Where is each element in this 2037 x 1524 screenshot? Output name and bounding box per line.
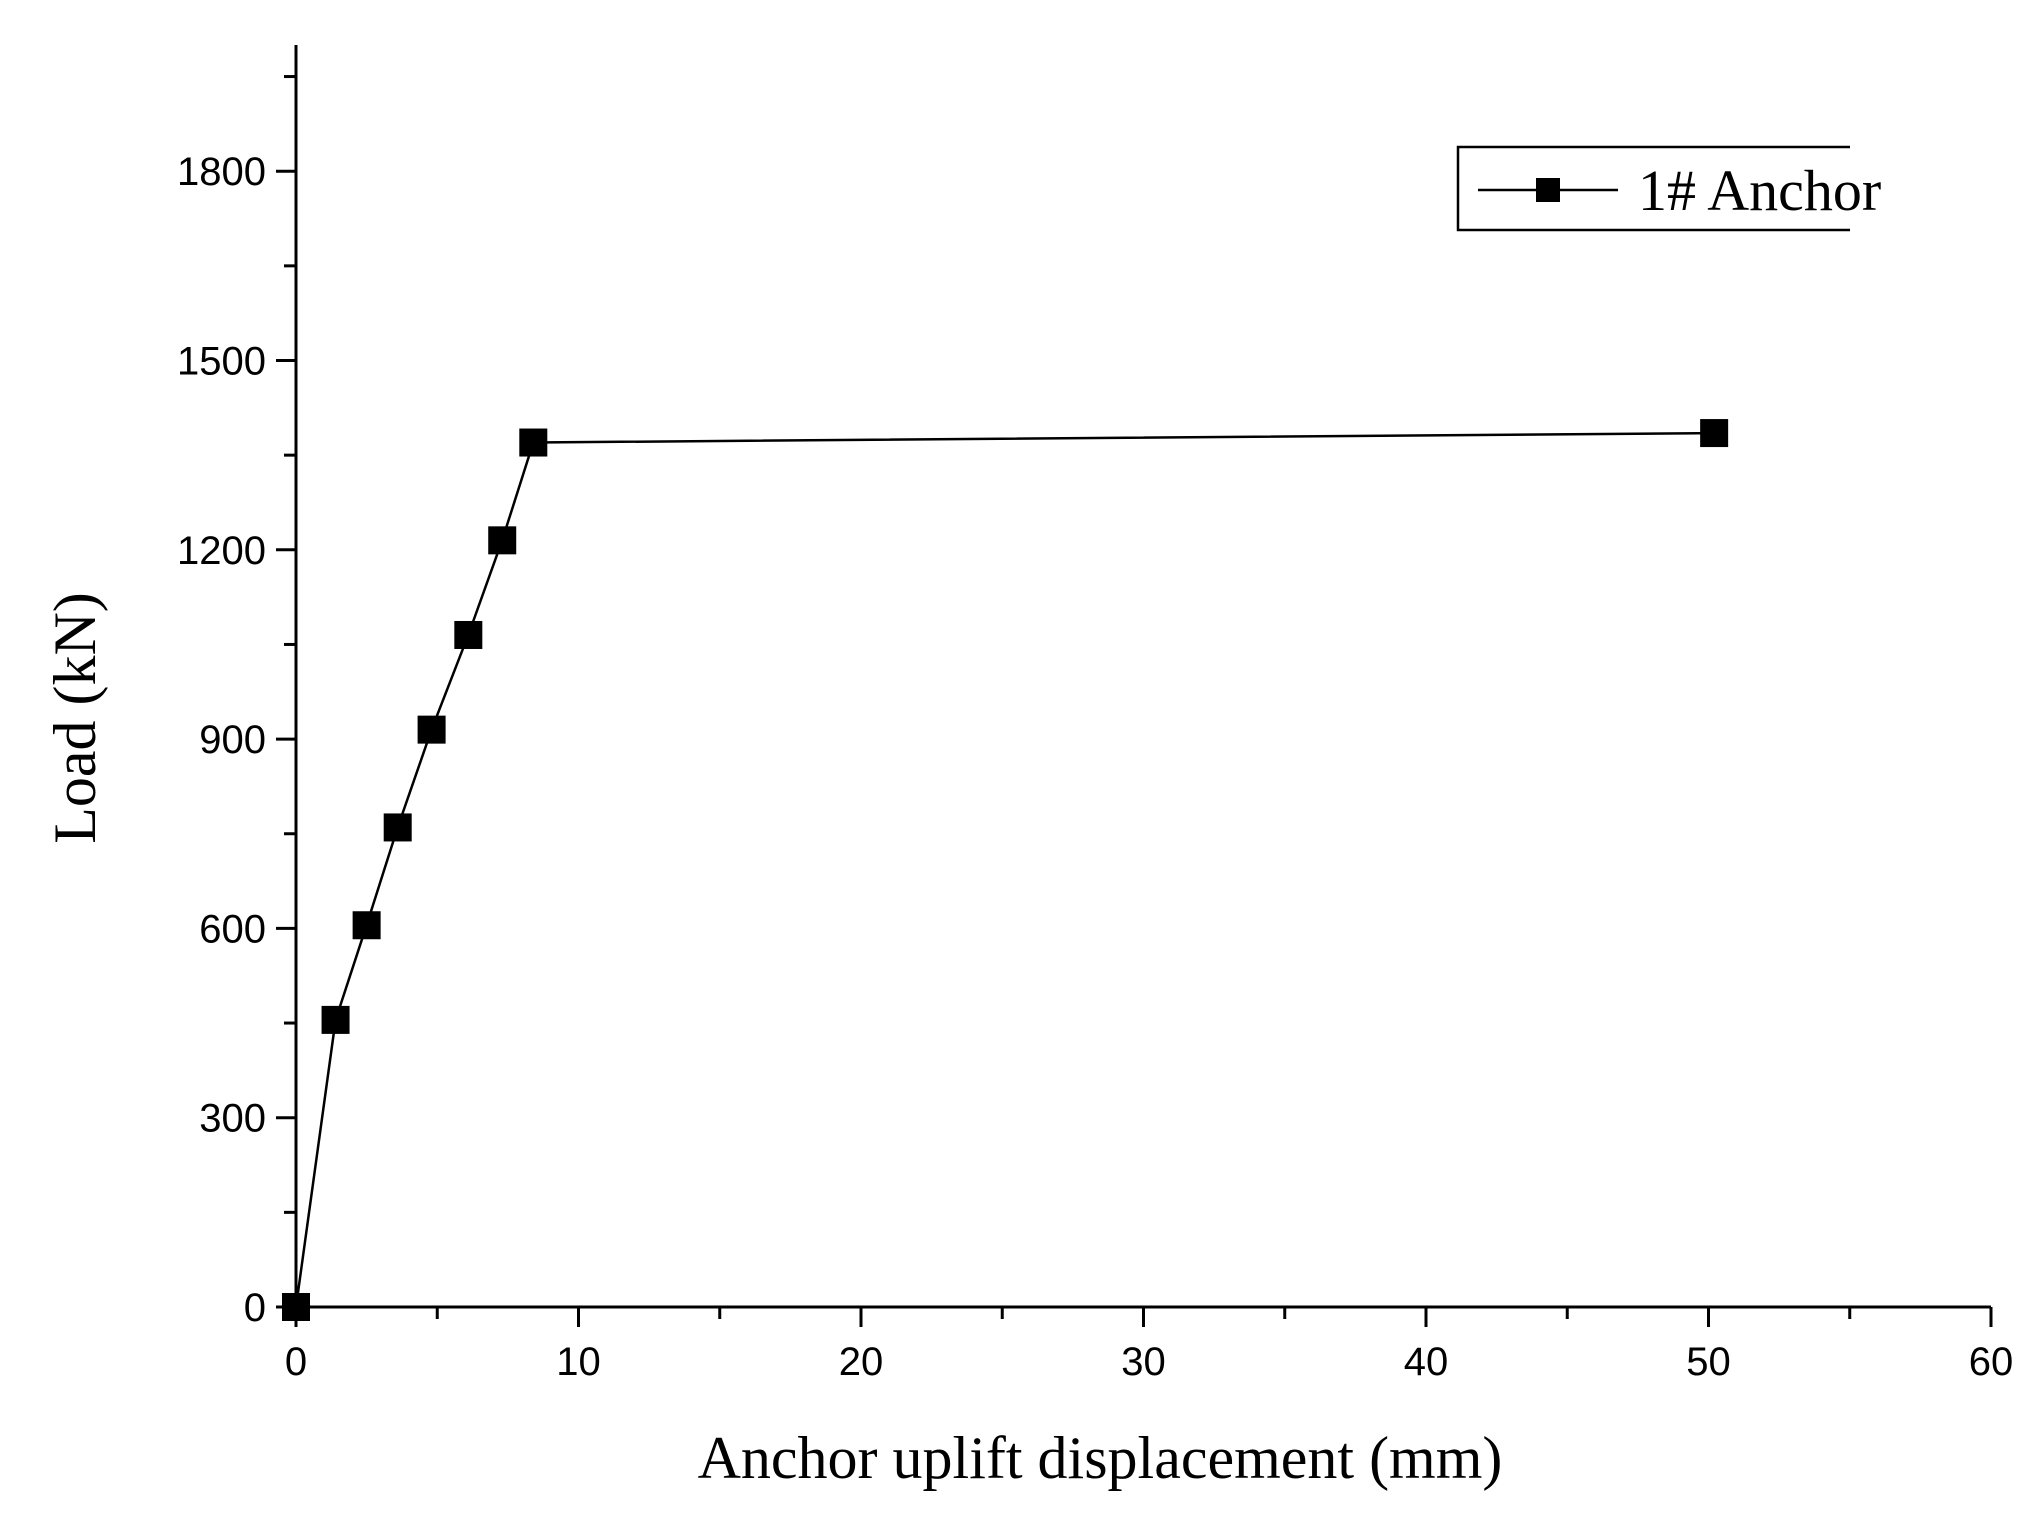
y-tick-label: 600	[199, 907, 266, 951]
x-tick-label: 20	[839, 1340, 884, 1384]
y-axis-ticks: 0 300 600 900 1200 1500 1800	[177, 75, 296, 1330]
x-tick-label: 40	[1404, 1340, 1449, 1384]
axes	[294, 45, 1991, 1309]
legend-marker	[1536, 178, 1560, 202]
series-layer	[282, 419, 1729, 1321]
x-axis-title: Anchor uplift displacement (mm)	[698, 1425, 1503, 1491]
legend-box	[1456, 145, 1850, 232]
data-point	[1700, 419, 1729, 448]
x-tick-label: 50	[1686, 1340, 1731, 1384]
data-point	[454, 620, 483, 649]
y-tick-label: 1500	[177, 340, 266, 384]
data-point	[519, 428, 548, 457]
legend: 1# Anchor	[1456, 145, 1881, 232]
data-point	[321, 1005, 350, 1034]
x-axis-ticks: 0 10 20 30 40 50 60	[285, 1307, 2013, 1384]
x-tick-label: 10	[556, 1340, 601, 1384]
x-tick-label: 0	[285, 1340, 307, 1384]
series-line	[294, 431, 1715, 1308]
legend-label: 1# Anchor	[1638, 158, 1881, 223]
y-tick-label: 300	[199, 1097, 266, 1141]
y-tick-label: 0	[244, 1286, 266, 1330]
data-point	[352, 911, 381, 940]
data-point	[417, 715, 446, 744]
y-tick-label: 1200	[177, 529, 266, 573]
x-tick-label: 30	[1121, 1340, 1166, 1384]
data-point	[282, 1293, 310, 1321]
x-tick-label: 60	[1969, 1340, 2014, 1384]
data-point	[383, 813, 412, 842]
y-axis-title: Load (kN)	[42, 592, 108, 844]
y-tick-label: 900	[199, 718, 266, 762]
data-point	[488, 526, 517, 555]
y-tick-label: 1800	[177, 150, 266, 194]
